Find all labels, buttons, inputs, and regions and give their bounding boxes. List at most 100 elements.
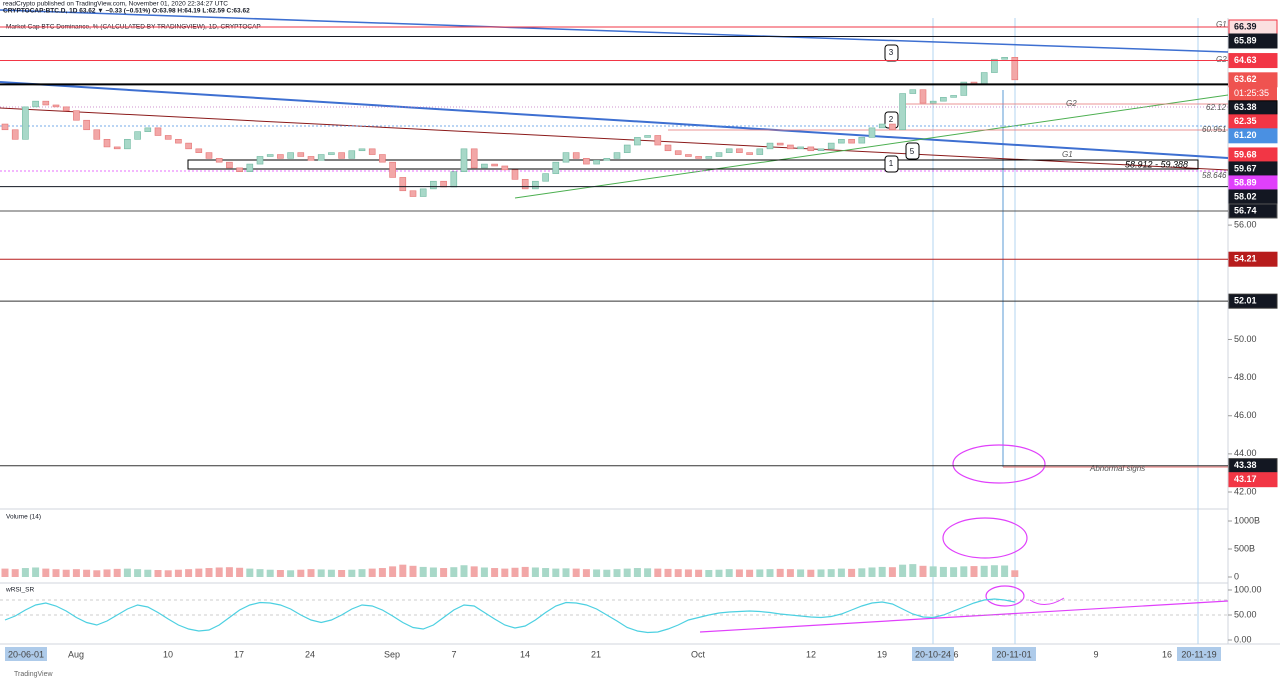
volume-bar: [113, 568, 121, 577]
volume-bar: [338, 570, 346, 577]
volume-bar: [317, 569, 325, 577]
annotation: 60.951: [1202, 125, 1226, 134]
candle: [277, 154, 284, 159]
volume-bar: [491, 568, 499, 577]
volume-bar: [11, 569, 19, 577]
volume-bar: [154, 570, 162, 577]
annotation: G1: [1062, 150, 1073, 159]
candle: [664, 144, 672, 152]
volume-bar: [909, 564, 917, 577]
volume-bar: [511, 567, 519, 577]
axis-label: 0: [1234, 571, 1239, 581]
candle: [654, 135, 662, 146]
candle: [144, 127, 152, 132]
volume-bar: [582, 569, 590, 577]
countdown-tag: [1229, 86, 1277, 101]
candle: [634, 137, 641, 146]
countdown-label: 01:25:35: [1234, 88, 1269, 98]
candle: [1011, 57, 1019, 81]
candle: [32, 100, 39, 108]
volume-bar: [327, 569, 335, 577]
candle: [42, 100, 50, 106]
date-highlight: [5, 647, 47, 661]
candle: [797, 146, 804, 150]
price-tag: [1228, 472, 1278, 488]
axis-label: 48.00: [1234, 372, 1257, 382]
volume-bar: [174, 569, 182, 577]
date-label: 21: [591, 649, 601, 659]
candle: [154, 127, 162, 136]
annotation: 58.646: [1202, 171, 1227, 180]
highlight-ellipse: [942, 517, 1028, 559]
candle: [246, 163, 254, 173]
date-label: 6: [953, 649, 958, 659]
volume-bar: [970, 566, 978, 577]
volume-bar: [542, 568, 550, 577]
candle: [389, 161, 396, 178]
date-label: 10: [163, 649, 173, 659]
volume-bar: [644, 568, 652, 577]
volume-bar: [236, 567, 244, 577]
candle: [583, 158, 590, 165]
highlight-ellipse: [985, 585, 1025, 607]
date-label: 14: [520, 649, 530, 659]
volume-bar: [817, 569, 825, 577]
candle: [929, 100, 937, 104]
candle: [725, 148, 733, 153]
candle: [542, 173, 549, 182]
rsi-label: wRSI_SR: [5, 587, 34, 594]
volume-bar: [766, 569, 774, 577]
volume-label: Volume (14): [6, 514, 41, 521]
candle: [379, 154, 386, 163]
annotation: Abnormal signs: [1089, 464, 1145, 473]
candle: [491, 163, 498, 167]
candle: [399, 177, 407, 192]
rsi-line: [4, 598, 1015, 634]
candle: [991, 58, 998, 73]
price-tag-label: 64.63: [1234, 55, 1257, 65]
candle: [562, 152, 570, 163]
date-label: 20-06-01: [8, 649, 44, 659]
marker-label: 3: [889, 48, 894, 57]
volume-bar: [735, 569, 743, 577]
candle: [52, 104, 60, 108]
trend-line: [0, 9, 1229, 53]
axis-label: 56.00: [1234, 219, 1257, 229]
volume-bar: [93, 570, 101, 577]
volume-bar: [276, 570, 284, 577]
volume-bar: [878, 566, 886, 577]
volume-bar: [776, 568, 784, 577]
candle: [980, 72, 988, 85]
volume-bar: [888, 567, 896, 577]
volume-bar: [123, 568, 131, 577]
price-tag-label: 58.02: [1234, 191, 1257, 201]
date-label: 20-10-24: [915, 649, 951, 659]
candle: [674, 150, 682, 155]
candle: [409, 190, 417, 197]
candle: [695, 156, 702, 159]
candle: [685, 154, 692, 157]
volume-bar: [470, 566, 478, 577]
volume-bar: [746, 569, 754, 577]
candle: [185, 142, 192, 150]
candle: [756, 148, 764, 155]
volume-bar: [990, 565, 998, 577]
volume-bar: [960, 566, 968, 577]
axis-label: 1000B: [1234, 515, 1260, 525]
volume-bar: [705, 570, 713, 577]
price-tag: [1228, 53, 1278, 69]
price-tag-label: 63.38: [1234, 102, 1257, 112]
candle: [103, 138, 111, 148]
volume-bar: [562, 568, 570, 577]
candle: [205, 152, 213, 159]
candle: [521, 179, 529, 190]
candle: [430, 180, 437, 190]
candle: [368, 148, 376, 155]
volume-bar: [144, 569, 152, 577]
candle: [175, 138, 182, 144]
volume-bar: [72, 569, 80, 577]
volume-bar: [164, 570, 172, 577]
annotation: 58.912 - 59.388: [1125, 159, 1188, 169]
candle: [807, 146, 815, 152]
